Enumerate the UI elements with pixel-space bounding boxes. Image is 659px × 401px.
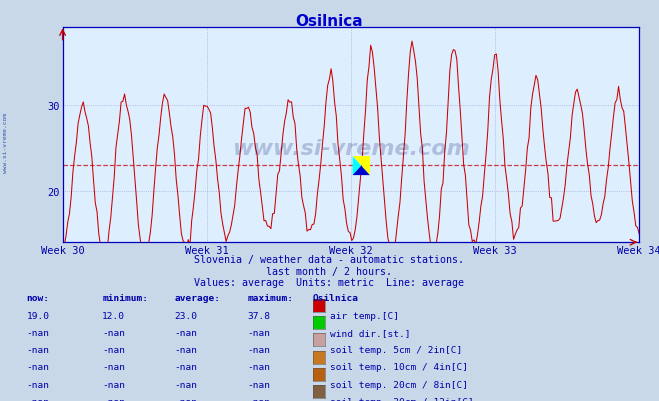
Text: soil temp. 30cm / 12in[C]: soil temp. 30cm / 12in[C] [330,397,474,401]
Text: www.si-vreme.com: www.si-vreme.com [3,112,8,172]
Text: 37.8: 37.8 [247,311,270,320]
Text: wind dir.[st.]: wind dir.[st.] [330,328,411,337]
Text: -nan: -nan [26,380,49,389]
Text: -nan: -nan [175,363,198,371]
Text: -nan: -nan [102,328,125,337]
Text: -nan: -nan [247,380,270,389]
Text: -nan: -nan [247,328,270,337]
Text: -nan: -nan [175,345,198,354]
Text: soil temp. 10cm / 4in[C]: soil temp. 10cm / 4in[C] [330,363,468,371]
Text: minimum:: minimum: [102,294,148,302]
Text: average:: average: [175,294,221,302]
Text: last month / 2 hours.: last month / 2 hours. [266,266,393,276]
Polygon shape [353,157,361,176]
Text: -nan: -nan [102,345,125,354]
Text: air temp.[C]: air temp.[C] [330,311,399,320]
Text: Osilnica: Osilnica [296,14,363,29]
Polygon shape [353,166,370,176]
Text: -nan: -nan [26,345,49,354]
Text: 23.0: 23.0 [175,311,198,320]
Text: -nan: -nan [26,328,49,337]
Text: -nan: -nan [247,363,270,371]
Text: -nan: -nan [102,397,125,401]
Text: 12.0: 12.0 [102,311,125,320]
Text: Values: average  Units: metric  Line: average: Values: average Units: metric Line: aver… [194,277,465,287]
Polygon shape [353,157,370,176]
Text: -nan: -nan [175,380,198,389]
Text: -nan: -nan [102,380,125,389]
Text: soil temp. 5cm / 2in[C]: soil temp. 5cm / 2in[C] [330,345,463,354]
Text: -nan: -nan [175,328,198,337]
Text: now:: now: [26,294,49,302]
Text: -nan: -nan [175,397,198,401]
Text: -nan: -nan [102,363,125,371]
Text: -nan: -nan [26,363,49,371]
Text: soil temp. 20cm / 8in[C]: soil temp. 20cm / 8in[C] [330,380,468,389]
Text: maximum:: maximum: [247,294,293,302]
Text: 19.0: 19.0 [26,311,49,320]
Text: -nan: -nan [26,397,49,401]
Text: -nan: -nan [247,345,270,354]
Text: Slovenia / weather data - automatic stations.: Slovenia / weather data - automatic stat… [194,255,465,265]
Text: -nan: -nan [247,397,270,401]
Text: Osilnica: Osilnica [313,294,359,302]
Text: www.si-vreme.com: www.si-vreme.com [232,138,470,158]
